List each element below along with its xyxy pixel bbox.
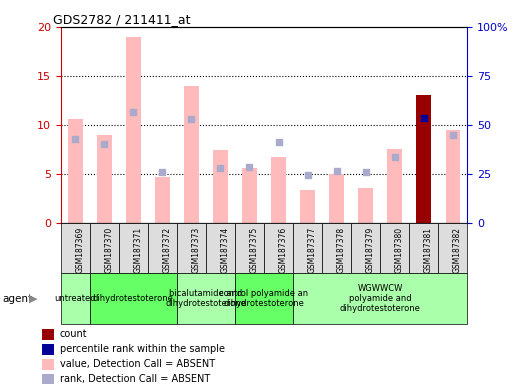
Text: bicalutamide and
dihydrotestoterone: bicalutamide and dihydrotestoterone: [165, 289, 247, 308]
Bar: [293, 273, 467, 324]
Bar: [61, 223, 90, 273]
Text: GSM187376: GSM187376: [279, 227, 288, 273]
Bar: [438, 223, 467, 273]
Bar: [242, 168, 257, 223]
Point: [129, 109, 138, 115]
Text: agent: agent: [3, 293, 33, 304]
Bar: [68, 119, 82, 223]
Point: [333, 168, 341, 174]
Text: GSM187378: GSM187378: [337, 227, 346, 273]
Bar: [409, 223, 438, 273]
Text: GSM187380: GSM187380: [395, 227, 404, 273]
Text: value, Detection Call = ABSENT: value, Detection Call = ABSENT: [60, 359, 215, 369]
Text: GSM187381: GSM187381: [424, 227, 433, 273]
Text: rank, Detection Call = ABSENT: rank, Detection Call = ABSENT: [60, 374, 210, 384]
Bar: [90, 273, 177, 324]
Point: [216, 165, 225, 171]
Bar: [293, 223, 322, 273]
Text: ▶: ▶: [29, 293, 37, 304]
Bar: [446, 130, 460, 223]
Text: GSM187377: GSM187377: [307, 227, 317, 273]
Point: [449, 131, 457, 138]
Text: GSM187379: GSM187379: [365, 227, 375, 273]
Bar: [42, 344, 54, 355]
Bar: [206, 223, 235, 273]
Bar: [351, 223, 380, 273]
Point: [71, 136, 80, 142]
Bar: [126, 36, 140, 223]
Bar: [388, 149, 402, 223]
Text: WGWWCW
polyamide and
dihydrotestoterone: WGWWCW polyamide and dihydrotestoterone: [340, 284, 421, 313]
Bar: [177, 223, 206, 273]
Bar: [97, 135, 111, 223]
Point: [391, 154, 399, 160]
Bar: [184, 86, 199, 223]
Text: percentile rank within the sample: percentile rank within the sample: [60, 344, 224, 354]
Text: GDS2782 / 211411_at: GDS2782 / 211411_at: [53, 13, 190, 26]
Text: GSM187375: GSM187375: [250, 227, 259, 273]
Bar: [264, 223, 293, 273]
Text: GSM187372: GSM187372: [163, 227, 172, 273]
Bar: [90, 223, 119, 273]
Text: GSM187370: GSM187370: [105, 227, 114, 273]
Bar: [155, 177, 169, 223]
Bar: [177, 273, 235, 324]
Bar: [271, 157, 286, 223]
Text: count: count: [60, 329, 87, 339]
Bar: [235, 223, 264, 273]
Bar: [380, 223, 409, 273]
Bar: [322, 223, 351, 273]
Bar: [148, 223, 177, 273]
Point: [158, 169, 167, 175]
Text: dihydrotestoterone: dihydrotestoterone: [93, 294, 174, 303]
Point: [303, 172, 312, 178]
Bar: [42, 374, 54, 384]
Point: [187, 116, 196, 122]
Bar: [359, 189, 373, 223]
Bar: [42, 329, 54, 340]
Text: GSM187369: GSM187369: [76, 227, 84, 273]
Text: GSM187371: GSM187371: [133, 227, 143, 273]
Text: control polyamide an
dihydrotestoterone: control polyamide an dihydrotestoterone: [220, 289, 308, 308]
Text: GSM187382: GSM187382: [453, 227, 462, 273]
Bar: [235, 273, 293, 324]
Bar: [61, 273, 90, 324]
Bar: [119, 223, 148, 273]
Bar: [300, 190, 315, 223]
Point: [275, 139, 283, 146]
Bar: [329, 174, 344, 223]
Text: GSM187374: GSM187374: [221, 227, 230, 273]
Bar: [213, 150, 228, 223]
Bar: [42, 359, 54, 370]
Text: GSM187373: GSM187373: [192, 227, 201, 273]
Bar: [417, 95, 431, 223]
Point: [245, 164, 254, 170]
Point: [420, 115, 428, 121]
Text: untreated: untreated: [54, 294, 96, 303]
Point: [361, 169, 370, 175]
Point: [100, 141, 109, 147]
